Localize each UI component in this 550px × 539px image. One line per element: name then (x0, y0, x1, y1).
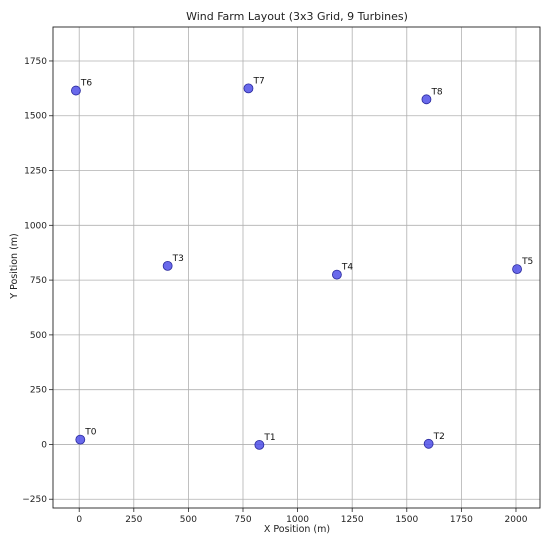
turbine-label: T2 (433, 432, 445, 442)
x-tick-label: 500 (180, 515, 197, 525)
y-tick-label: 1500 (24, 112, 47, 122)
turbine-label: T1 (263, 433, 275, 443)
grid (53, 27, 540, 508)
turbine-point (421, 94, 432, 105)
y-axis: −250 0 250 500 750 1000 1250 1500 1750 (22, 57, 53, 505)
x-tick-label: 1750 (450, 515, 473, 525)
x-axis: 0 250 500 750 1000 1250 1500 1750 2000 (76, 508, 528, 525)
y-tick-label: 1750 (24, 57, 47, 67)
turbine-label: T7 (252, 76, 264, 86)
x-tick-label: 1500 (395, 515, 418, 525)
data-points: T0 T1 T2 T3 T4 T5 T6 T7 T8 (71, 76, 533, 450)
y-tick-label: −250 (22, 495, 47, 505)
y-tick-label: 1250 (24, 167, 47, 177)
y-tick-label: 500 (30, 331, 47, 341)
x-tick-label: 0 (76, 515, 82, 525)
x-axis-label: X Position (m) (264, 524, 330, 535)
turbine-label: T8 (430, 87, 442, 97)
turbine-point (332, 269, 342, 280)
x-tick-label: 1000 (286, 515, 309, 525)
turbine-point (75, 434, 86, 445)
turbine-point (162, 260, 173, 271)
y-tick-label: 1000 (24, 221, 47, 231)
turbine-label: T6 (80, 79, 92, 89)
turbine-label: T0 (84, 428, 96, 438)
y-tick-label: 250 (30, 386, 47, 396)
turbine-label: T5 (521, 257, 533, 267)
chart-title: Wind Farm Layout (3x3 Grid, 9 Turbines) (186, 10, 408, 23)
x-tick-label: 750 (234, 515, 251, 525)
plot-area (52, 26, 541, 509)
turbine-point (512, 264, 522, 275)
turbine-point (423, 438, 434, 449)
turbine-point (254, 439, 265, 450)
turbine-point (71, 85, 81, 96)
x-tick-label: 2000 (505, 515, 528, 525)
y-tick-label: 0 (41, 440, 47, 450)
x-tick-label: 1250 (341, 515, 364, 525)
turbine-label: T4 (341, 263, 353, 273)
y-tick-label: 750 (30, 276, 47, 286)
turbine-label: T3 (172, 254, 184, 264)
turbine-point (243, 83, 254, 94)
x-tick-label: 250 (125, 515, 142, 525)
y-axis-label: Y Position (m) (9, 233, 20, 300)
